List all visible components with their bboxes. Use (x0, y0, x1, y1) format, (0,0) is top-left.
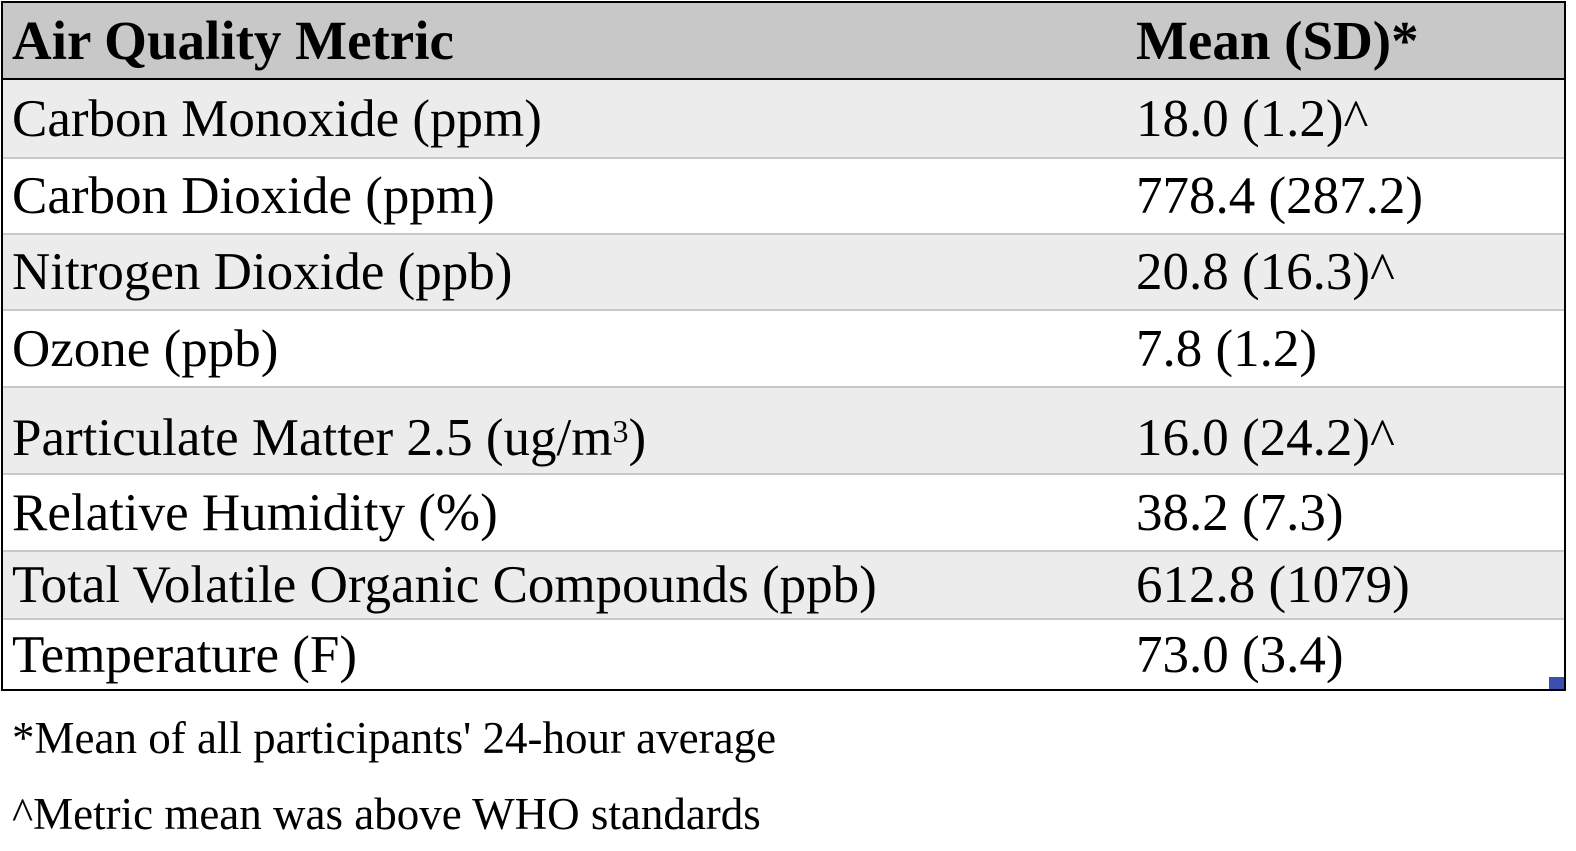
row-value: 18.0 (1.2)^ (1136, 89, 1369, 148)
row-value: 778.4 (287.2) (1136, 167, 1424, 225)
row-metric: Nitrogen Dioxide (ppb) (12, 243, 513, 301)
table-row: Particulate Matter 2.5 (ug/m 3) 16.0 (24.… (3, 386, 1564, 473)
row-metric: Particulate Matter 2.5 (ug/m 3) (12, 388, 646, 473)
row-metric: Carbon Monoxide (ppm) (12, 89, 542, 148)
resize-handle-icon[interactable] (1549, 677, 1564, 689)
row-metric-suffix: ) (628, 408, 647, 467)
header-value: Mean (SD)* (1136, 10, 1419, 71)
table-row: Relative Humidity (%) 38.2 (7.3) (3, 473, 1564, 550)
superscript-three: 3 (612, 413, 629, 449)
header-metric: Air Quality Metric (12, 10, 454, 71)
table-row: Nitrogen Dioxide (ppb) 20.8 (16.3)^ (3, 233, 1564, 309)
row-value: 16.0 (24.2)^ (1136, 408, 1395, 467)
table-header-row: Air Quality Metric Mean (SD)* (3, 3, 1564, 80)
row-metric: Temperature (F) (12, 625, 358, 684)
row-value: 7.8 (1.2) (1136, 319, 1318, 378)
table-row: Temperature (F) 73.0 (3.4) (3, 618, 1564, 689)
footnote-mean: *Mean of all participants' 24-hour avera… (12, 713, 777, 763)
row-value: 38.2 (7.3) (1136, 483, 1344, 542)
row-metric: Carbon Dioxide (ppm) (12, 167, 495, 225)
row-metric-text: Particulate Matter 2.5 (ug/m (12, 408, 613, 467)
row-metric: Relative Humidity (%) (12, 483, 498, 542)
table-row: Carbon Monoxide (ppm) 18.0 (1.2)^ (3, 80, 1564, 157)
table-row: Ozone (ppb) 7.8 (1.2) (3, 309, 1564, 386)
row-value: 20.8 (16.3)^ (1136, 243, 1395, 301)
row-value: 612.8 (1079) (1136, 556, 1410, 614)
row-metric: Ozone (ppb) (12, 319, 279, 378)
row-metric: Total Volatile Organic Compounds (ppb) (12, 556, 877, 614)
table-row: Carbon Dioxide (ppm) 778.4 (287.2) (3, 157, 1564, 233)
air-quality-table: Air Quality Metric Mean (SD)* Carbon Mon… (1, 1, 1566, 691)
table-row: Total Volatile Organic Compounds (ppb) 6… (3, 550, 1564, 618)
footnote-who: ^Metric mean was above WHO standards (12, 789, 761, 839)
row-value: 73.0 (3.4) (1136, 625, 1344, 684)
